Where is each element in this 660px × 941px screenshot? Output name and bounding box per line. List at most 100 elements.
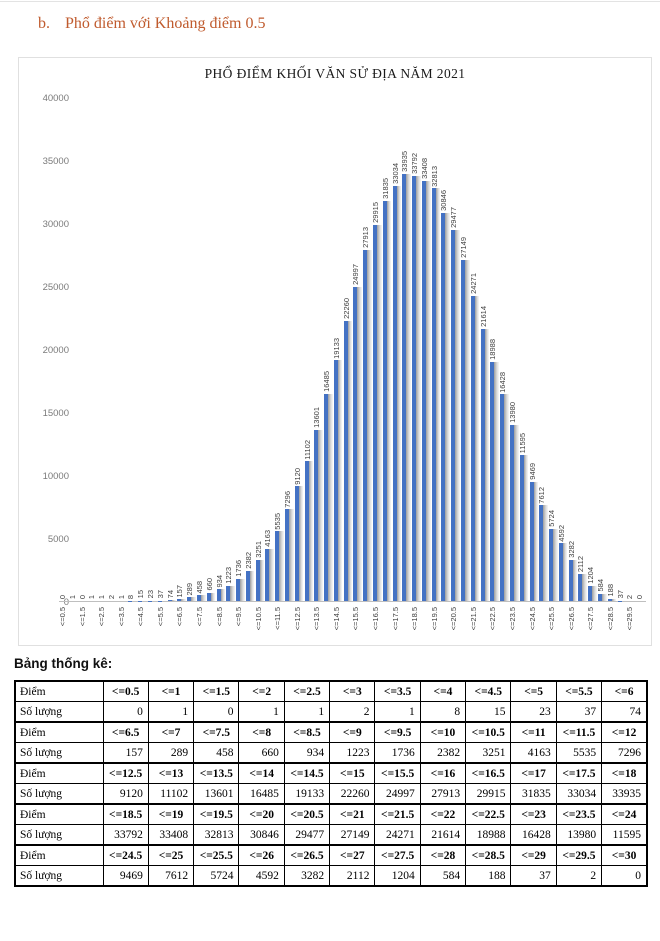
bar	[421, 180, 426, 601]
bar-shadow	[240, 579, 245, 601]
score-cell: <=1	[147, 680, 195, 702]
x-tick-slot: <=27.5	[586, 604, 597, 646]
bar-value-label: 1204	[586, 567, 596, 584]
bar-value-label: 157	[175, 584, 185, 598]
bar-slot-<=6.5: 157	[175, 98, 186, 601]
y-tick-label: 5000	[47, 534, 69, 545]
bar-value-label: 2112	[576, 556, 586, 573]
x-tick-label: <=22.5	[488, 607, 498, 631]
score-cell: <=23	[510, 803, 557, 825]
bar-value-label: 19133	[331, 337, 341, 359]
x-tick-slot: <=10.5	[254, 604, 265, 646]
count-cell: 2	[329, 701, 376, 723]
bar-value-label: 584	[595, 579, 605, 592]
x-tick-slot: <=26.5	[567, 604, 578, 646]
score-cell: <=8.5	[283, 721, 331, 743]
x-tick-slot: <=9.5	[234, 604, 245, 646]
count-cell: 23	[510, 701, 557, 723]
score-distribution-chart: PHỔ ĐIỂM KHỐI VĂN SỬ ĐỊA NĂM 2021 0 5000 1…	[18, 57, 652, 646]
x-tick-slot: <=6.5	[175, 604, 186, 646]
x-tick-slot: <=22.5	[488, 604, 499, 646]
bar	[196, 595, 201, 601]
count-cell: 5535	[555, 742, 603, 764]
bar-value-label: 7612	[537, 486, 547, 504]
page-top-divider	[0, 1, 660, 2]
score-cell: <=8	[238, 721, 285, 743]
bar-shadow	[396, 185, 402, 601]
score-row-header: Điểm	[14, 762, 104, 784]
bar	[333, 360, 338, 601]
bar-value-label: 13980	[507, 402, 517, 424]
count-cell: 1223	[329, 742, 376, 764]
count-cell: 9469	[102, 865, 149, 887]
x-tick-slot: <=3.5	[117, 604, 128, 646]
x-tick-slot: <=18.5	[410, 604, 421, 646]
bar	[500, 394, 505, 601]
bar-value-label: 30846	[439, 190, 449, 212]
bar	[255, 560, 260, 601]
count-row: Số lượng 33792 33408 32813 30846 29477 27149 24…	[14, 824, 648, 846]
count-cell: 2112	[329, 865, 376, 887]
score-cell: <=23.5	[555, 803, 603, 825]
score-row: Điểm <=24.5 <=25 <=25.5 <=26 <=26.5 <=27 <=27.5…	[14, 844, 648, 866]
bar-slot-<=25: 7612	[537, 98, 548, 601]
bar	[412, 176, 417, 601]
count-cell: 458	[193, 742, 240, 764]
x-tick-label: <=0.5	[58, 607, 67, 627]
count-cell: 7612	[147, 865, 195, 887]
bar	[382, 200, 387, 601]
bar-slot-<=18: 33935	[400, 98, 411, 601]
score-cell: <=15	[329, 762, 376, 784]
bar-value-label: 22260	[341, 298, 351, 320]
bar-shadow	[298, 486, 304, 601]
score-cell: <=9.5	[374, 721, 421, 743]
bar	[558, 543, 563, 601]
bar	[402, 174, 407, 601]
bar-value-label: 37	[615, 590, 625, 599]
x-tick-label: <=23.5	[507, 607, 517, 631]
x-tick-label: <=13.5	[312, 607, 322, 631]
x-tick-slot: <=25.5	[547, 604, 558, 646]
bar-value-label: 934	[214, 574, 224, 588]
count-row: Số lượng 9469 7612 5724 4592 3282 2112 1204 584 1…	[14, 865, 648, 887]
bar-slot-<=23.5: 13980	[507, 98, 519, 601]
bar-slot-<=5.5: 37	[156, 98, 167, 601]
bar-slot-<=30: 0	[635, 98, 646, 601]
bar-slot-<=11.5: 5535	[273, 98, 284, 601]
bar-shadow	[562, 543, 568, 601]
score-cell: <=2.5	[283, 680, 331, 702]
score-cell: <=29	[510, 844, 557, 866]
score-row-header: Điểm	[14, 844, 104, 866]
bar-shadow	[504, 394, 509, 601]
bar-shadow	[455, 230, 460, 601]
bar-slot-<=1: 1	[68, 98, 79, 601]
score-cell: <=12.5	[102, 762, 149, 784]
bar	[187, 597, 192, 601]
x-tick-slot: <=15.5	[351, 604, 362, 646]
bar-slot-<=2: 1	[87, 98, 98, 601]
bar	[177, 599, 182, 601]
count-cell: 32813	[193, 824, 240, 846]
bar-slot-<=25.5: 5724	[547, 98, 558, 601]
bar-shadow	[425, 180, 431, 601]
bar-slot-<=23: 16428	[498, 98, 509, 601]
bar-shadow	[553, 529, 558, 601]
bar-value-label: 2	[625, 594, 635, 599]
count-cell: 74	[601, 701, 648, 723]
bar-value-label: 16428	[498, 371, 508, 393]
bar-shadow	[543, 505, 548, 601]
count-cell: 8	[419, 701, 467, 723]
y-tick-label: 40000	[42, 93, 69, 104]
score-cell: <=3.5	[374, 680, 421, 702]
bar-value-label: 29915	[371, 201, 380, 223]
bar	[226, 585, 231, 601]
x-tick-slot	[636, 604, 646, 646]
count-row: Số lượng 9120 11102 13601 16485 19133 22260 249…	[14, 783, 648, 805]
count-cell: 1	[238, 701, 285, 723]
count-row-header: Số lượng	[14, 783, 104, 805]
bar	[284, 509, 289, 601]
count-cell: 37	[510, 865, 557, 887]
count-cell: 21614	[419, 824, 467, 846]
score-cell: <=9	[329, 721, 376, 743]
bar-value-label: 1	[97, 594, 107, 599]
